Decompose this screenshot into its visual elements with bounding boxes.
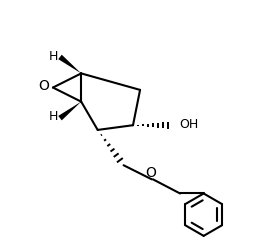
Polygon shape	[58, 102, 81, 120]
Text: O: O	[39, 79, 49, 93]
Text: H: H	[48, 110, 58, 123]
Text: OH: OH	[179, 118, 198, 131]
Text: O: O	[145, 167, 156, 181]
Polygon shape	[58, 55, 81, 74]
Text: H: H	[48, 50, 58, 63]
